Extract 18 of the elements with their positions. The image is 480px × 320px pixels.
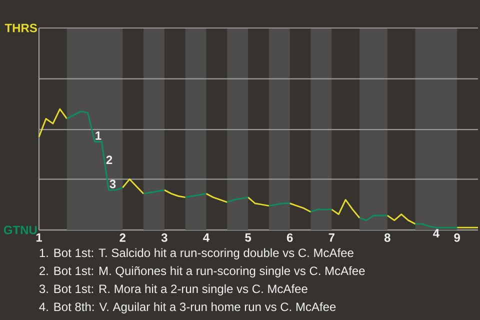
x-tick-label: 8 [384, 233, 390, 242]
annotation: 1 [96, 132, 102, 140]
text: THRS [4, 24, 37, 32]
x-tick-label: 5 [245, 233, 252, 242]
x-tick-label: 2 [120, 233, 126, 242]
x-tick-label: 1 [36, 233, 42, 242]
x-tick-label: 7 [328, 233, 334, 242]
text: GTNU [4, 226, 37, 234]
text: 3. Bot 1st: R. Mora hit a 2-run single vs C. McAfee [39, 284, 308, 296]
annotation: 2 [106, 156, 112, 164]
text: 4. Bot 8th: V. Aguilar hit a 3-run home run vs C. McAfee [39, 302, 336, 314]
x-tick-label: 4 [203, 233, 210, 242]
x-tick-label: 3 [161, 233, 168, 242]
text: 1. Bot 1st: T. Salcido hit a run-scoring double vs C. McAfee [40, 248, 354, 260]
x-tick-label: 6 [286, 233, 293, 242]
x-tick-label: 9 [454, 233, 460, 242]
text: 2. Bot 1st: M. Quiñones hit a run-scoring single vs C. McAfee [40, 266, 365, 278]
annotation: 3 [110, 180, 116, 188]
